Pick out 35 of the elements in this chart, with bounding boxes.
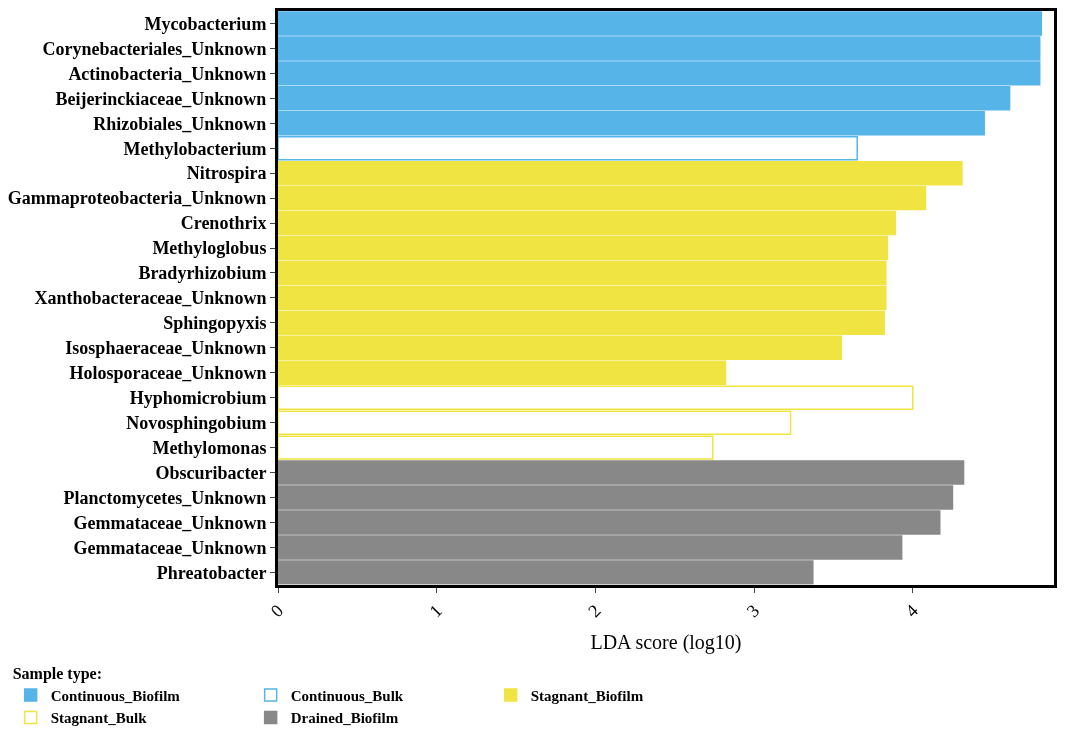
y-tick-label: Rhizobiales_Unknown bbox=[93, 113, 267, 134]
y-tick-label: Methyloglobus bbox=[152, 238, 267, 259]
y-tick-label: Sphingopyxis bbox=[163, 313, 267, 334]
y-tick-label: Planctomycetes_Unknown bbox=[63, 487, 267, 508]
y-tick-label: Gemmataceae_Unknown bbox=[73, 537, 267, 558]
x-tick-label: 4 bbox=[901, 600, 922, 621]
y-tick-label: Methylomonas bbox=[152, 437, 267, 458]
legend-title: Sample type: bbox=[12, 664, 102, 683]
y-tick-label: Novosphingobium bbox=[126, 412, 267, 433]
y-tick-label: Bradyrhizobium bbox=[138, 263, 267, 284]
legend-label: Continuous_Biofilm bbox=[50, 687, 181, 704]
legend-label: Stagnant_Bulk bbox=[50, 710, 148, 727]
y-tick-label: Hyphomicrobium bbox=[129, 388, 267, 409]
y-tick-label: Gammaproteobacteria_Unknown bbox=[7, 188, 267, 209]
x-axis-title: LDA score (log10) bbox=[590, 630, 742, 654]
x-tick-label: 2 bbox=[584, 600, 605, 621]
y-tick-label: Beijerinckiaceae_Unknown bbox=[55, 88, 267, 109]
y-tick-label: Obscuribacter bbox=[155, 462, 267, 483]
x-tick-label: 3 bbox=[742, 600, 764, 621]
y-tick-label: Crenothrix bbox=[180, 213, 267, 234]
legend-label: Drained_Biofilm bbox=[290, 710, 399, 727]
y-tick-label: Methylobacterium bbox=[123, 138, 267, 159]
y-tick-label: Xanthobacteraceae_Unknown bbox=[34, 288, 267, 309]
x-tick-label: 1 bbox=[425, 600, 446, 621]
y-tick-label: Actinobacteria_Unknown bbox=[68, 63, 267, 84]
y-tick-label: Gemmataceae_Unknown bbox=[73, 512, 267, 533]
y-tick-label: Mycobacterium bbox=[144, 13, 267, 34]
legend-label: Stagnant_Biofilm bbox=[530, 687, 644, 704]
legend-label: Continuous_Bulk bbox=[290, 687, 404, 704]
y-tick-label: Corynebacteriales_Unknown bbox=[42, 38, 267, 59]
y-tick-label: Isosphaeraceae_Unknown bbox=[65, 338, 267, 359]
y-tick-label: Phreatobacter bbox=[156, 562, 267, 583]
y-tick-label: Nitrospira bbox=[186, 163, 267, 184]
x-tick-label: 0 bbox=[266, 600, 288, 621]
y-tick-label: Holosporaceae_Unknown bbox=[69, 363, 267, 384]
